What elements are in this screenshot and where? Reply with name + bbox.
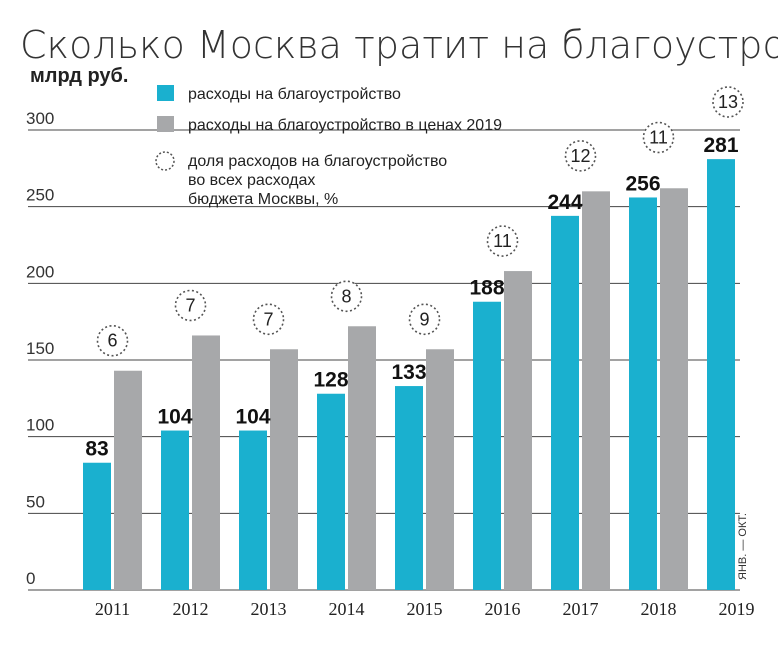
bar-spending-2015 — [395, 386, 423, 590]
share-label-2019: 13 — [718, 92, 738, 112]
x-tick-label-2016: 2016 — [485, 599, 521, 619]
y-axis-ticks: 0 50 100 150 200 250 300 — [26, 109, 54, 588]
chart-title: Сколько Москва тратит на благоустройство — [20, 23, 778, 67]
data-label-2019: 281 — [703, 134, 738, 157]
legend-item-spending-2019-prices: расходы на благоустройство в ценах 2019 — [188, 117, 502, 134]
share-label-2014: 8 — [341, 286, 351, 306]
share-circle-2013 — [252, 303, 285, 336]
bar-spending-2019-prices-2017 — [582, 191, 610, 591]
data-label-2012: 104 — [157, 406, 192, 429]
bar-spending-2012 — [161, 430, 189, 590]
data-label-2011: 83 — [85, 438, 108, 461]
share-circle-2017 — [564, 140, 597, 172]
share-circle-2012 — [174, 289, 207, 322]
bar-spending-2019-prices-2013 — [270, 349, 298, 590]
legend-dotted-circle-icon — [155, 151, 175, 171]
y-tick-label: 300 — [26, 109, 54, 128]
legend-share-line-2: во всех расходах — [188, 172, 315, 189]
share-circle-2016 — [486, 225, 519, 257]
share-label-2012: 7 — [185, 295, 195, 315]
share-label-2013: 7 — [263, 309, 273, 329]
share-circle-2014 — [330, 280, 363, 313]
bar-spending-2011 — [83, 462, 111, 590]
bar-spending-2019 — [707, 159, 735, 590]
x-tick-label-2018: 2018 — [641, 599, 677, 619]
legend-share-line-1: доля расходов на благоустройство — [188, 153, 447, 170]
x-axis-ticks: 2011 2012 2013 2014 2015 2016 2017 2018 2019 — [95, 599, 755, 619]
data-label-2016: 188 — [469, 277, 504, 300]
legend-swatch-spending-2019-prices — [157, 116, 174, 132]
share-label-2011: 6 — [107, 331, 117, 351]
period-note: ЯНВ. — ОКТ. — [737, 513, 749, 580]
data-label-2013: 104 — [235, 406, 270, 429]
bar-spending-2014 — [317, 393, 345, 590]
data-label-2014: 128 — [313, 369, 348, 392]
x-tick-label-2017: 2017 — [563, 599, 599, 619]
bar-spending-2019-prices-2016 — [504, 271, 532, 590]
y-tick-label: 150 — [26, 339, 54, 358]
y-tick-label: 250 — [26, 186, 54, 205]
share-circle-2015 — [408, 303, 441, 336]
bar-spending-2018 — [629, 197, 657, 590]
legend-share-line-3: бюджета Москвы, % — [188, 191, 338, 208]
share-circle-2011 — [96, 324, 129, 357]
x-tick-label-2015: 2015 — [407, 599, 443, 619]
share-label-2015: 9 — [419, 309, 429, 329]
y-tick-label: 200 — [26, 262, 54, 281]
legend-item-share: доля расходов на благоустройство во всех… — [188, 153, 452, 208]
data-label-2015: 133 — [391, 361, 426, 384]
x-tick-label-2013: 2013 — [251, 599, 287, 619]
x-tick-label-2019: 2019 — [719, 599, 755, 619]
unit-label: млрд руб. — [30, 65, 128, 87]
bars — [83, 159, 735, 591]
share-label-2016: 11 — [493, 231, 512, 251]
y-tick-label: 50 — [26, 492, 45, 511]
bar-spending-2019-prices-2014 — [348, 326, 376, 590]
bar-spending-2019-prices-2012 — [192, 335, 220, 590]
bar-spending-2017 — [551, 215, 579, 590]
y-tick-label: 0 — [26, 569, 35, 588]
x-tick-label-2011: 2011 — [95, 599, 130, 619]
legend: расходы на благоустройство расходы на бл… — [155, 85, 502, 208]
y-tick-label: 100 — [26, 416, 54, 435]
share-label-2017: 12 — [570, 146, 590, 166]
bar-spending-2016 — [473, 301, 501, 590]
legend-item-spending: расходы на благоустройство — [188, 86, 401, 103]
share-circle-2018 — [642, 121, 675, 154]
share-markers: 6 7 7 8 9 11 12 11 13 — [96, 86, 744, 357]
data-label-2017: 244 — [547, 191, 582, 214]
bar-spending-2019-prices-2011 — [114, 370, 142, 590]
x-tick-label-2012: 2012 — [173, 599, 209, 619]
bar-spending-2013 — [239, 430, 267, 590]
share-label-2018: 11 — [649, 127, 668, 147]
x-tick-label-2014: 2014 — [329, 599, 365, 619]
gridlines — [28, 129, 740, 591]
legend-swatch-spending — [157, 85, 174, 101]
bar-spending-2019-prices-2018 — [660, 188, 688, 590]
data-label-2018: 256 — [625, 172, 660, 195]
share-circle-2019 — [712, 86, 744, 118]
bar-spending-2019-prices-2015 — [426, 349, 454, 590]
